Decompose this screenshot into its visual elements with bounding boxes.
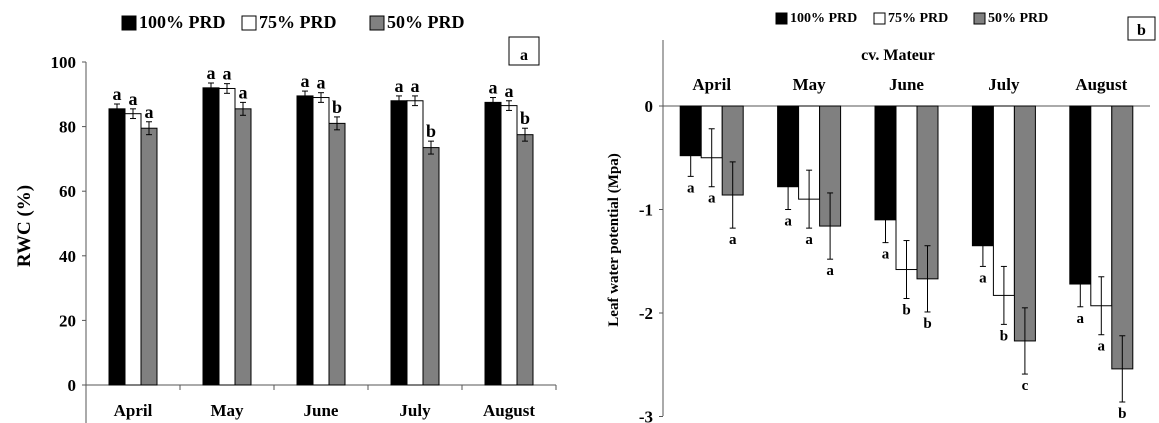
bar-100-prd-june [296, 95, 314, 386]
bar-100-prd-april [108, 108, 126, 386]
y-tick-label: 0 [68, 376, 77, 395]
significance-letter: a [882, 247, 890, 263]
category-label-june: June [889, 75, 924, 94]
significance-letter: c [1022, 378, 1029, 394]
legend-swatch-50-prd [973, 12, 986, 25]
y-tick-label: -2 [639, 304, 653, 323]
significance-letter: a [301, 71, 310, 91]
legend-swatch-75-prd [873, 12, 886, 25]
bar-75-prd-april [124, 113, 142, 386]
significance-letter: b [332, 97, 342, 117]
legend-label-50-prd: 50% PRD [387, 12, 465, 32]
category-label-may: May [210, 401, 244, 420]
y-tick-label: -3 [639, 408, 653, 423]
significance-letter: a [826, 263, 834, 279]
category-label-april: April [114, 401, 153, 420]
panel-label: b [1137, 22, 1146, 39]
bar-75-prd-august [500, 105, 518, 386]
bar-100-prd-august [484, 101, 502, 386]
significance-letter: a [239, 82, 248, 102]
bar-75-prd-june [312, 97, 330, 386]
significance-letter: b [520, 108, 530, 128]
significance-letter: a [317, 73, 326, 93]
significance-letter: a [1077, 311, 1085, 327]
y-axis-label: Leaf water potential (Mpa) [606, 153, 622, 326]
significance-letter: b [1118, 406, 1126, 422]
chart-title: cv. Mateur [861, 47, 935, 64]
significance-letter: a [113, 84, 122, 104]
y-tick-label: 40 [59, 247, 76, 266]
bar-50-prd-july [422, 147, 440, 386]
significance-letter: a [979, 270, 987, 286]
legend-label-75-prd: 75% PRD [259, 12, 337, 32]
legend-label-50-prd: 50% PRD [988, 11, 1048, 26]
category-label-august: August [1075, 75, 1127, 94]
significance-letter: a [784, 214, 792, 230]
significance-letter: b [1000, 328, 1008, 344]
y-tick-label: 60 [59, 182, 76, 201]
y-tick-label: 20 [59, 311, 76, 330]
category-label-august: August [483, 401, 535, 420]
bar-50-prd-july [1013, 105, 1036, 342]
legend-swatch-100-prd [121, 15, 137, 31]
y-tick-label: 0 [645, 97, 654, 116]
bar-50-prd-august [1111, 105, 1134, 370]
y-tick-label: 100 [51, 53, 77, 72]
bar-100-prd-august [1069, 105, 1092, 285]
significance-letter: a [505, 81, 514, 101]
bar-100-prd-may [202, 87, 220, 386]
significance-letter: a [223, 64, 232, 84]
bar-100-prd-july [390, 100, 408, 386]
significance-letter: a [489, 78, 498, 98]
significance-letter: a [207, 63, 216, 83]
significance-letter: a [687, 180, 695, 196]
category-label-july: July [399, 401, 431, 420]
legend-label-75-prd: 75% PRD [888, 11, 948, 26]
bar-75-prd-may [218, 87, 236, 386]
significance-letter: a [805, 232, 813, 248]
y-tick-label: 80 [59, 118, 76, 137]
panel-label-box [1127, 16, 1156, 41]
significance-letter: a [729, 232, 737, 248]
bar-75-prd-august [1090, 105, 1113, 307]
significance-letter: b [902, 303, 910, 319]
legend-label-100-prd: 100% PRD [139, 12, 226, 32]
legend-swatch-50-prd [369, 15, 385, 31]
y-axis-label: RWC (%) [14, 185, 35, 267]
bar-50-prd-april [140, 127, 158, 386]
significance-letter: b [923, 316, 931, 332]
significance-letter: a [145, 102, 154, 122]
legend-swatch-100-prd [775, 12, 788, 25]
significance-letter: b [426, 121, 436, 141]
category-label-may: May [793, 75, 827, 94]
significance-letter: a [129, 89, 138, 109]
significance-letter: a [1098, 339, 1106, 355]
category-label-july: July [988, 75, 1020, 94]
y-tick-label: -1 [639, 201, 653, 220]
legend-label-100-prd: 100% PRD [790, 11, 857, 26]
bar-50-prd-june [328, 122, 346, 386]
significance-letter: a [411, 76, 420, 96]
category-label-june: June [304, 401, 339, 420]
significance-letter: a [395, 76, 404, 96]
bar-75-prd-july [406, 100, 424, 386]
panel-label-box [508, 36, 540, 66]
legend-swatch-75-prd [241, 15, 257, 31]
significance-letter: a [708, 191, 716, 207]
category-label-april: April [692, 75, 731, 94]
bar-50-prd-may [234, 108, 252, 386]
bar-50-prd-august [516, 134, 534, 386]
panel-label: a [520, 47, 528, 64]
